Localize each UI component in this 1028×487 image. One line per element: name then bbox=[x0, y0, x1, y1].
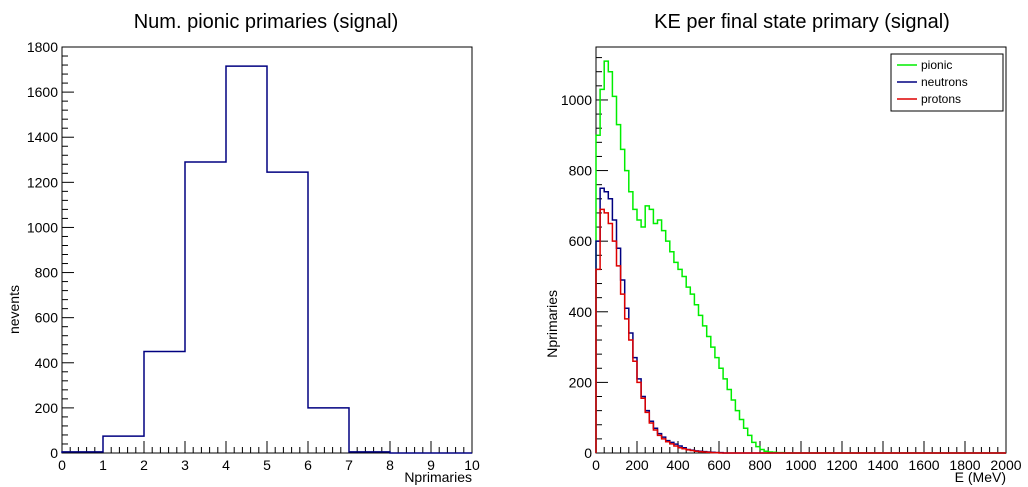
left-x-tick-label: 0 bbox=[58, 457, 66, 473]
left-x-tick-label: 1 bbox=[99, 457, 107, 473]
legend-label-protons: protons bbox=[921, 92, 961, 106]
right-y-tick-label: 1000 bbox=[561, 92, 592, 108]
right-y-tick-label: 200 bbox=[569, 374, 593, 390]
right-y-tick-label: 0 bbox=[584, 445, 592, 461]
right-x-axis-label: E (MeV) bbox=[955, 469, 1006, 485]
right-histogram-protons bbox=[595, 208, 1006, 454]
left-y-tick-label: 400 bbox=[35, 355, 59, 371]
left-y-tick-label: 600 bbox=[35, 310, 59, 326]
right-x-tick-label: 400 bbox=[666, 457, 690, 473]
right-histogram-pionic bbox=[595, 60, 1006, 454]
right-x-tick-label: 1800 bbox=[949, 457, 980, 473]
left-x-tick-label: 2 bbox=[140, 457, 148, 473]
left-y-tick-label: 1600 bbox=[27, 84, 58, 100]
left-histogram-series-0 bbox=[61, 65, 472, 454]
right-histogram-neutrons bbox=[595, 187, 1006, 454]
right-y-tick-label: 600 bbox=[569, 233, 593, 249]
right-x-tick-label: 1200 bbox=[826, 457, 857, 473]
right-y-tick-label: 400 bbox=[569, 304, 593, 320]
left-x-tick-label: 6 bbox=[304, 457, 312, 473]
left-chart-panel: Num. pionic primaries (signal) Nprimarie… bbox=[6, 11, 480, 485]
right-chart-title: KE per final state primary (signal) bbox=[654, 11, 950, 33]
left-y-tick-label: 200 bbox=[35, 400, 59, 416]
right-x-tick-label: 0 bbox=[592, 457, 600, 473]
right-x-tick-label: 600 bbox=[707, 457, 731, 473]
left-x-axis-label: Nprimaries bbox=[404, 469, 472, 485]
left-x-tick-label: 5 bbox=[263, 457, 271, 473]
left-chart-title: Num. pionic primaries (signal) bbox=[134, 11, 399, 33]
right-y-tick-label: 800 bbox=[569, 163, 593, 179]
left-x-tick-label: 8 bbox=[386, 457, 394, 473]
right-y-axis-label: Nprimaries bbox=[544, 290, 560, 358]
left-y-tick-label: 0 bbox=[50, 445, 58, 461]
right-x-tick-label: 200 bbox=[625, 457, 649, 473]
left-x-tick-label: 3 bbox=[181, 457, 189, 473]
right-x-tick-label: 1600 bbox=[908, 457, 939, 473]
left-x-tick-label: 4 bbox=[222, 457, 230, 473]
right-chart-panel: KE per final state primary (signal) E (M… bbox=[544, 11, 1022, 485]
right-x-tick-label: 1400 bbox=[867, 457, 898, 473]
left-x-tick-label: 9 bbox=[427, 457, 435, 473]
left-y-tick-label: 1000 bbox=[27, 219, 58, 235]
left-y-tick-label: 800 bbox=[35, 265, 59, 281]
right-x-tick-label: 1000 bbox=[785, 457, 816, 473]
left-x-tick-label: 7 bbox=[345, 457, 353, 473]
left-x-tick-label: 10 bbox=[464, 457, 480, 473]
legend-label-neutrons: neutrons bbox=[921, 75, 968, 89]
right-x-tick-label: 2000 bbox=[990, 457, 1021, 473]
left-y-axis-label: nevents bbox=[6, 285, 22, 334]
left-y-tick-label: 1800 bbox=[27, 39, 58, 55]
legend-label-pionic: pionic bbox=[921, 58, 952, 72]
right-x-tick-label: 800 bbox=[748, 457, 772, 473]
left-y-tick-label: 1200 bbox=[27, 174, 58, 190]
left-y-tick-label: 1400 bbox=[27, 129, 58, 145]
